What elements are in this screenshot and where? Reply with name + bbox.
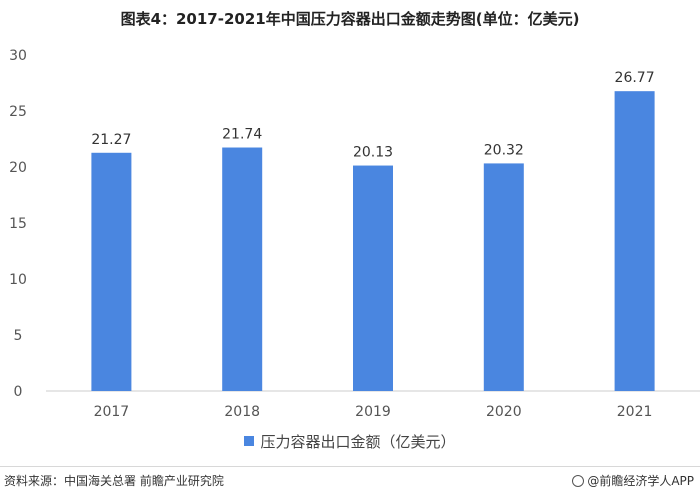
legend-label: 压力容器出口金额（亿美元） <box>260 433 456 451</box>
x-tick-label: 2018 <box>224 404 260 420</box>
legend-swatch <box>244 436 255 446</box>
bar <box>353 165 393 391</box>
brand-logo-icon <box>572 475 585 487</box>
y-tick-label: 25 <box>9 104 27 120</box>
legend: 压力容器出口金额（亿美元） <box>0 431 700 452</box>
data-label: 20.13 <box>353 145 393 161</box>
y-tick-label: 20 <box>9 160 27 176</box>
x-tick-label: 2017 <box>94 404 130 420</box>
y-tick-label: 10 <box>9 272 27 288</box>
brand-credit: @前瞻经济学人APP <box>572 472 694 489</box>
data-label: 26.77 <box>615 70 655 86</box>
bar <box>91 152 132 391</box>
footer-divider <box>0 466 700 467</box>
brand-label: @前瞻经济学人APP <box>587 474 694 488</box>
data-label: 20.32 <box>484 142 524 158</box>
y-tick-label: 30 <box>9 48 27 64</box>
y-tick-label: 0 <box>14 384 23 400</box>
bar <box>222 147 263 391</box>
y-tick-label: 15 <box>9 216 27 232</box>
x-tick-label: 2021 <box>617 404 653 420</box>
data-label: 21.27 <box>91 132 131 148</box>
bar-chart: 0 5 10 15 20 25 30 21.27 2017 21.74 2018 20.13 2019 2… <box>9 48 700 420</box>
data-label: 21.74 <box>222 127 262 143</box>
chart-title: 图表4：2017-2021年中国压力容器出口金额走势图(单位：亿美元) <box>120 10 580 28</box>
source-note: 资料来源：中国海关总署 前瞻产业研究院 <box>4 474 224 488</box>
y-tick-label: 5 <box>14 328 23 344</box>
x-tick-label: 2020 <box>486 404 522 420</box>
bar <box>483 163 524 391</box>
bar <box>614 91 655 392</box>
x-tick-label: 2019 <box>355 404 391 420</box>
